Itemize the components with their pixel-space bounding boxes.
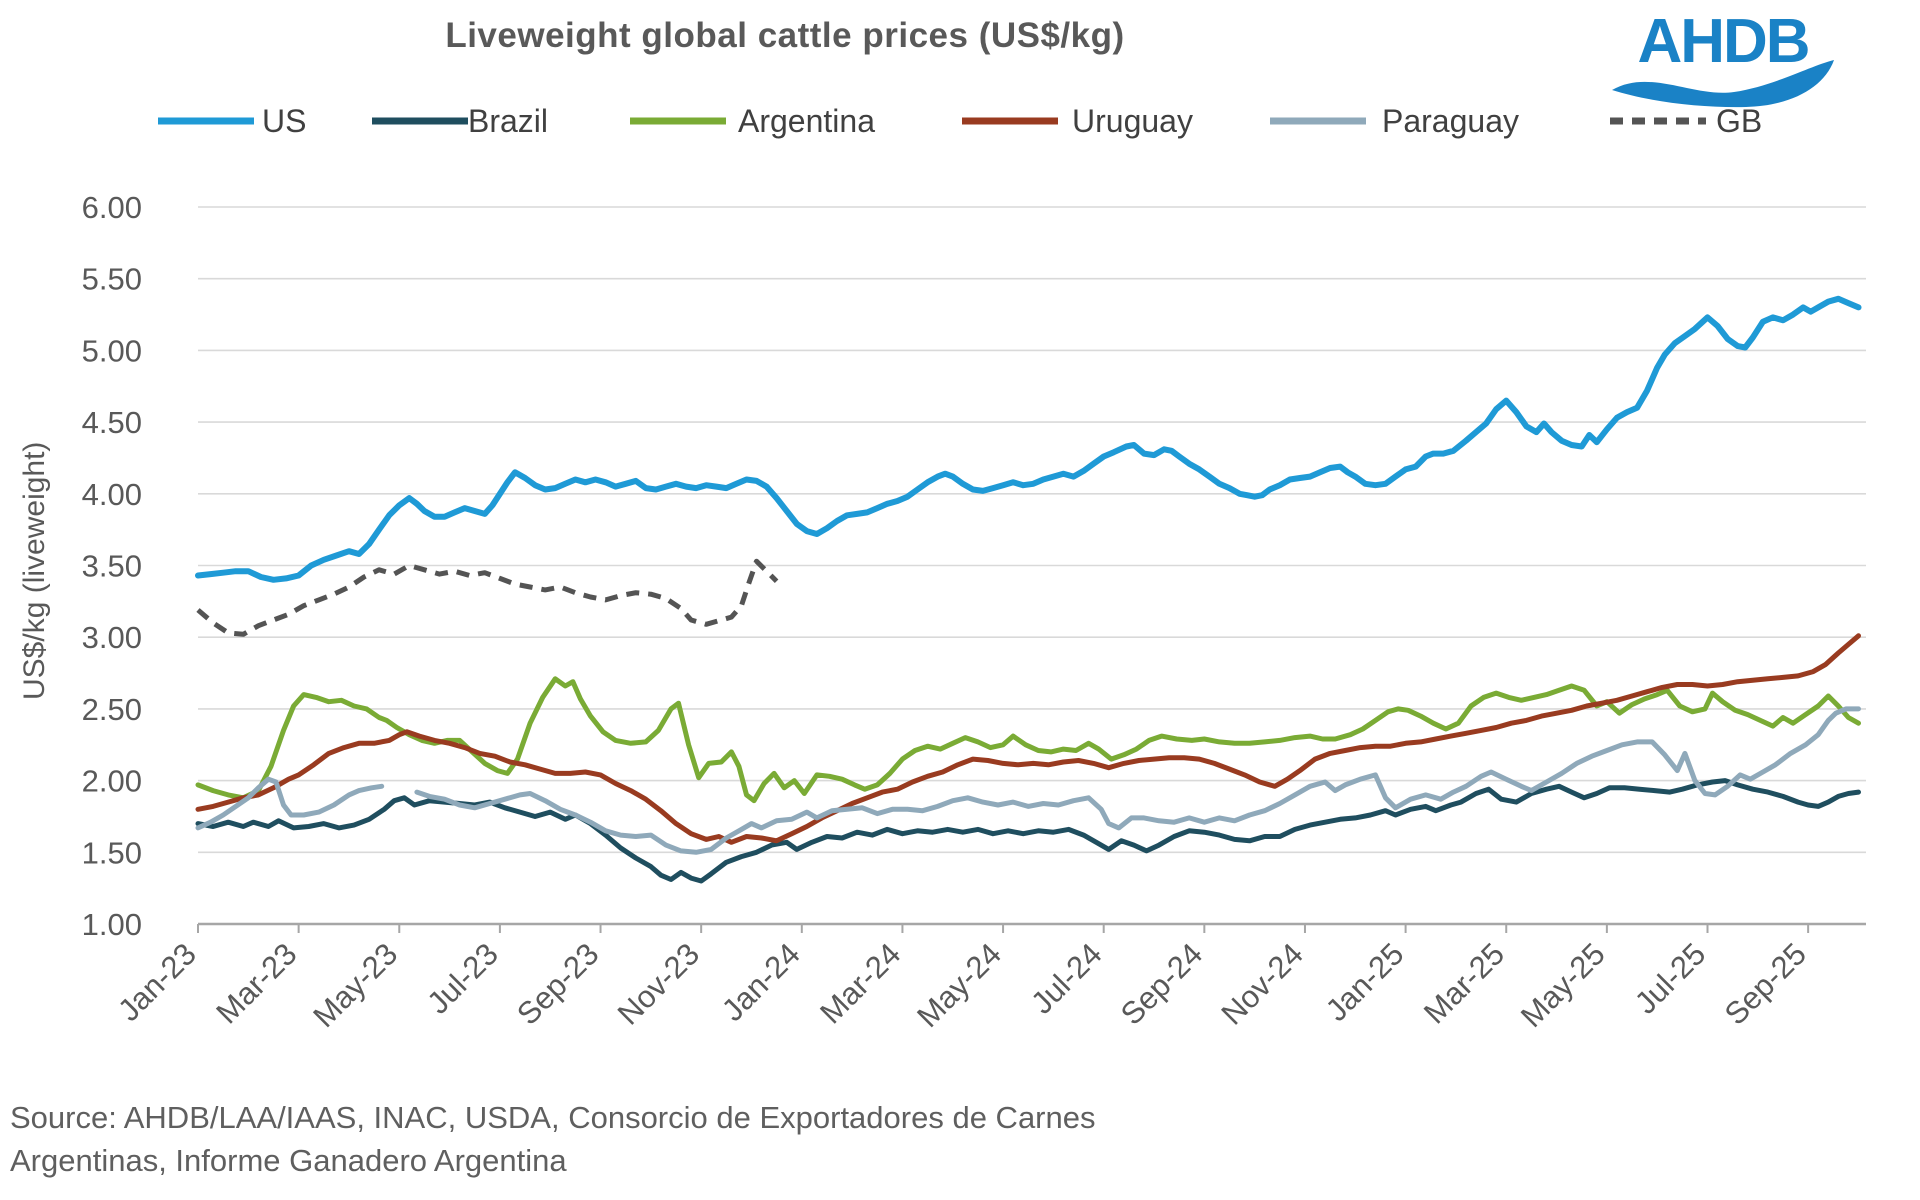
- legend-item-brazil: Brazil: [372, 103, 548, 139]
- series-line-us: [195, 295, 1862, 583]
- x-tick-label: Jul-24: [1024, 936, 1108, 1020]
- y-tick-label: 5.50: [82, 262, 142, 297]
- series-line-brazil: [195, 778, 1861, 884]
- legend-label-us: US: [262, 103, 306, 139]
- chart-title: Liveweight global cattle prices (US$/kg): [445, 16, 1125, 55]
- y-tick-label: 2.00: [82, 764, 142, 799]
- series-line-paraguay: [195, 776, 385, 831]
- legend-item-uruguay: Uruguay: [962, 103, 1193, 139]
- series-line-argentina: [195, 676, 1861, 804]
- y-tick-label: 1.00: [82, 907, 142, 942]
- y-tick-label: 5.00: [82, 333, 142, 368]
- x-tick-label: Mar-25: [1417, 936, 1511, 1030]
- legend-label-argentina: Argentina: [738, 103, 875, 139]
- x-tick-label: May-24: [910, 936, 1008, 1034]
- y-tick-label: 1.50: [82, 835, 142, 870]
- x-tick-label: Jul-23: [420, 936, 504, 1020]
- source-line1: Source: AHDB/LAA/IAAS, INAC, USDA, Conso…: [10, 1100, 1096, 1135]
- x-tick-label: Nov-24: [1215, 936, 1310, 1031]
- axes: [197, 922, 1866, 933]
- y-axis-title: US$/kg (liveweight): [18, 442, 51, 700]
- x-axis-labels: Jan-23 Mar-23 May-23 Jul-23 Sep-23 Nov-23 Jan-…: [111, 936, 1813, 1034]
- y-tick-label: 3.00: [82, 620, 142, 655]
- x-tick-label: Jan-23: [111, 936, 203, 1028]
- x-tick-label: Jan-24: [715, 936, 807, 1028]
- y-tick-label: 4.00: [82, 477, 142, 512]
- legend-label-paraguay: Paraguay: [1382, 103, 1519, 139]
- ahdb-logo-wave-icon: [1612, 60, 1834, 108]
- y-tick-label: 2.50: [82, 692, 142, 727]
- y-tick-label: 3.50: [82, 549, 142, 584]
- x-tick-label: Jan-25: [1319, 936, 1411, 1028]
- x-tick-label: Mar-23: [209, 936, 303, 1030]
- y-axis-labels: 1.00 1.50 2.00 2.50 3.00 3.50 4.00 4.50 5.00 5.50…: [82, 190, 142, 942]
- series-line-paraguay: [414, 706, 1861, 855]
- gridlines: [198, 206, 1866, 854]
- ahdb-logo: AHDB: [1612, 7, 1834, 108]
- x-tick-label: Sep-24: [1114, 936, 1209, 1031]
- x-tick-label: May-25: [1514, 936, 1612, 1034]
- x-tick-label: May-23: [306, 936, 404, 1034]
- y-tick-label: 6.00: [82, 190, 142, 225]
- ahdb-logo-text: AHDB: [1637, 7, 1808, 76]
- legend-label-brazil: Brazil: [468, 103, 548, 139]
- legend-label-uruguay: Uruguay: [1072, 103, 1193, 139]
- series-line-gb: [196, 558, 779, 637]
- x-tick-label: Sep-23: [510, 936, 605, 1031]
- source-note: Source: AHDB/LAA/IAAS, INAC, USDA, Conso…: [10, 1096, 1510, 1183]
- x-tick-label: Jul-25: [1628, 936, 1712, 1020]
- legend-item-paraguay: Paraguay: [1270, 103, 1519, 139]
- legend-item-gb: GB: [1610, 103, 1762, 139]
- legend-item-argentina: Argentina: [630, 103, 875, 139]
- x-tick-label: Mar-24: [813, 936, 907, 1030]
- series-lines: [195, 295, 1862, 884]
- legend-item-us: US: [158, 103, 306, 139]
- y-tick-label: 4.50: [82, 405, 142, 440]
- series-line-uruguay: [195, 633, 1861, 845]
- x-tick-label: Nov-23: [611, 936, 706, 1031]
- legend-label-gb: GB: [1716, 103, 1762, 139]
- x-tick-label: Sep-25: [1718, 936, 1813, 1031]
- source-line2: Argentinas, Informe Ganadero Argentina: [10, 1143, 567, 1179]
- legend: US Brazil Argentina Uruguay Paraguay GB: [158, 103, 1762, 139]
